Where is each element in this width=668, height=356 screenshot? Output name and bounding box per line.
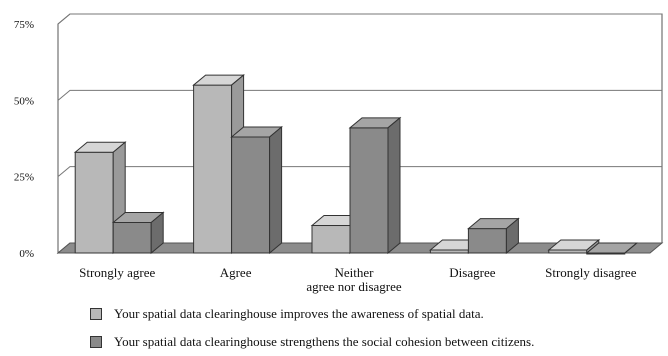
bar-side bbox=[150, 211, 164, 255]
gridline bbox=[57, 89, 662, 101]
legend-label-1: Your spatial data clearinghouse improves… bbox=[114, 306, 484, 321]
gridline bbox=[57, 13, 662, 25]
bar-chart: 0% 25% 50% 75% Strongly agree Agree Neitherag… bbox=[14, 13, 664, 294]
gridlines bbox=[57, 13, 662, 178]
bar-side bbox=[269, 125, 283, 255]
bar-side bbox=[505, 217, 519, 255]
gridline bbox=[57, 166, 662, 178]
bars bbox=[73, 73, 639, 255]
bar-front bbox=[467, 228, 507, 254]
x-category-label: Strongly agree bbox=[79, 265, 155, 280]
x-category-label: Disagree bbox=[449, 265, 495, 280]
y-axis: 0% 25% 50% 75% bbox=[14, 19, 34, 260]
bar-side bbox=[387, 116, 401, 255]
x-category-label: Strongly disagree bbox=[545, 265, 637, 280]
legend-swatch-2 bbox=[90, 336, 102, 348]
y-tick-label: 50% bbox=[14, 95, 34, 107]
bar-front bbox=[349, 127, 389, 254]
y-tick-label: 0% bbox=[19, 248, 34, 260]
x-category-label: agree nor disagree bbox=[306, 279, 402, 294]
bar-front bbox=[193, 84, 233, 254]
legend-label-2: Your spatial data clearinghouse strength… bbox=[114, 334, 535, 349]
bar-front bbox=[231, 136, 271, 254]
bar-side bbox=[624, 242, 638, 254]
legend-item-2: Your spatial data clearinghouse strength… bbox=[90, 334, 534, 350]
legend-swatch-1 bbox=[90, 308, 102, 320]
y-tick-label: 75% bbox=[14, 19, 34, 31]
bar-front bbox=[112, 221, 152, 254]
y-tick-label: 25% bbox=[14, 172, 34, 184]
x-category-label: Agree bbox=[220, 265, 252, 280]
legend-item-1: Your spatial data clearinghouse improves… bbox=[90, 306, 484, 322]
x-category-label: Neither bbox=[335, 265, 375, 280]
bar-front bbox=[311, 225, 351, 254]
bar-front bbox=[74, 151, 114, 254]
